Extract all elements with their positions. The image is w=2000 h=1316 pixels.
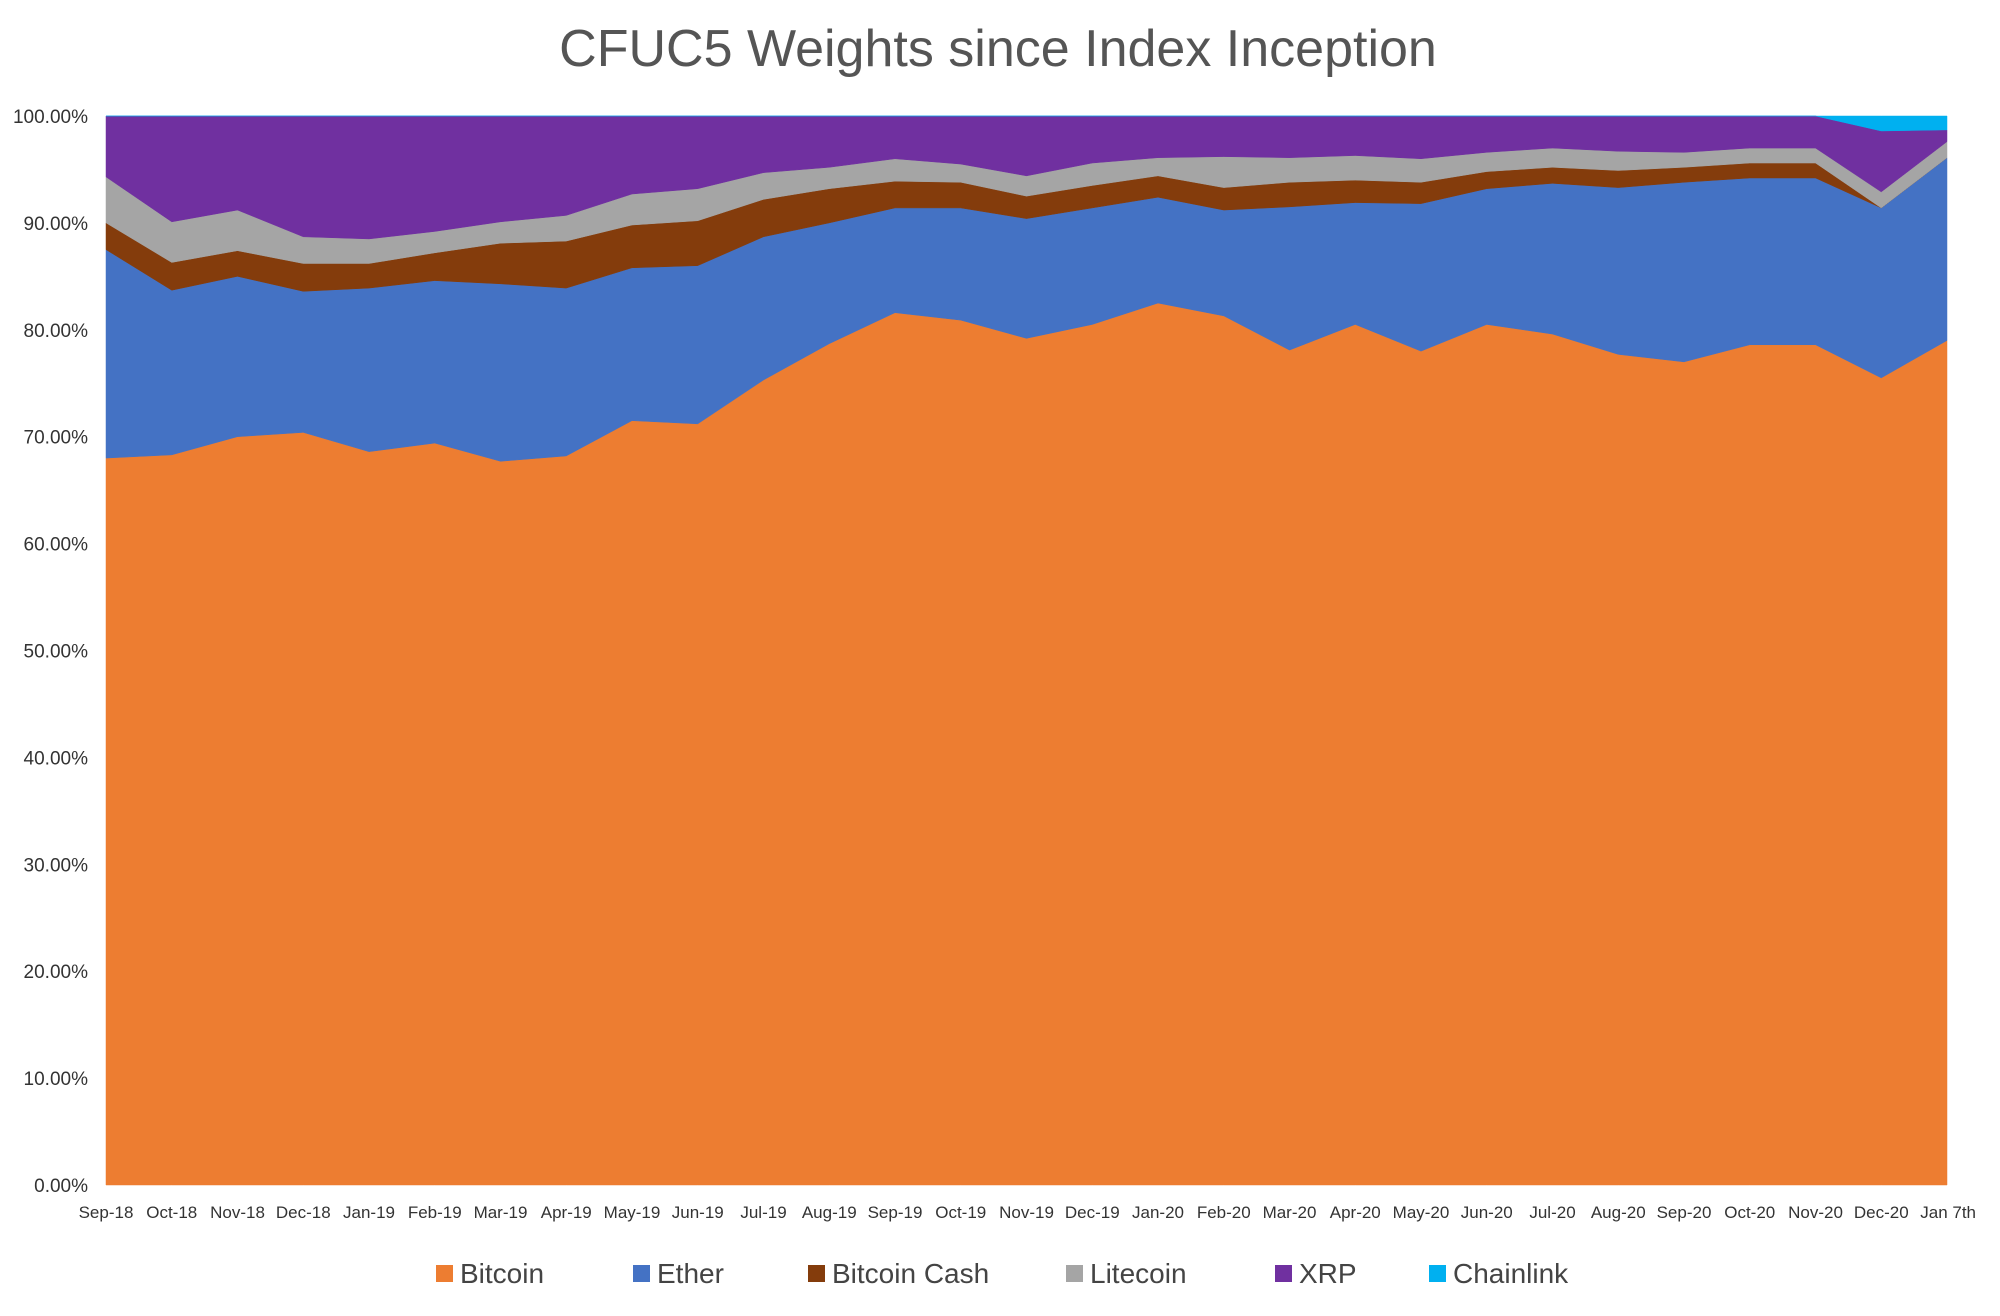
legend-label-ether: Ether [657, 1258, 724, 1289]
x-tick-label: Apr-19 [541, 1203, 592, 1222]
y-axis: 0.00% 10.00% 20.00% 30.00% 40.00% 50.00% 60.00… [13, 107, 88, 1197]
x-tick-label: Aug-20 [1591, 1203, 1646, 1222]
x-tick-label: Feb-20 [1197, 1203, 1251, 1222]
x-tick-label: Mar-20 [1263, 1203, 1317, 1222]
legend-swatch-litecoin [1066, 1265, 1083, 1282]
y-tick-label: 0.00% [34, 1176, 88, 1197]
x-tick-label: Nov-20 [1788, 1203, 1843, 1222]
x-tick-label: Sep-18 [79, 1203, 134, 1222]
x-tick-label: May-20 [1393, 1203, 1450, 1222]
x-tick-label: Mar-19 [474, 1203, 528, 1222]
x-tick-label: Dec-20 [1854, 1203, 1909, 1222]
legend-label-litecoin: Litecoin [1090, 1258, 1187, 1289]
legend-swatch-bitcoin-cash [808, 1265, 825, 1282]
legend-swatch-ether [633, 1265, 650, 1282]
x-tick-label: Nov-18 [210, 1203, 265, 1222]
x-tick-label: Sep-19 [868, 1203, 923, 1222]
y-tick-label: 70.00% [24, 428, 89, 449]
y-tick-label: 40.00% [24, 748, 89, 769]
y-tick-label: 20.00% [24, 962, 89, 983]
x-tick-label: Dec-18 [276, 1203, 331, 1222]
x-tick-label: Aug-19 [802, 1203, 857, 1222]
series-area-chainlink [106, 115, 1948, 132]
legend: Bitcoin Ether Bitcoin Cash Litecoin XRP Chain… [436, 1258, 1569, 1289]
x-tick-label: Jun-19 [672, 1203, 724, 1222]
y-tick-label: 60.00% [24, 535, 89, 556]
x-tick-label: Jan 7th [1920, 1203, 1976, 1222]
y-tick-label: 90.00% [24, 214, 89, 235]
y-tick-label: 50.00% [24, 642, 89, 663]
legend-label-bitcoin-cash: Bitcoin Cash [832, 1258, 989, 1289]
x-tick-label: Oct-19 [935, 1203, 986, 1222]
x-tick-label: Jun-20 [1461, 1203, 1513, 1222]
legend-label-chainlink: Chainlink [1453, 1258, 1569, 1289]
x-axis: Sep-18 Oct-18 Nov-18 Dec-18 Jan-19 Feb-19 Mar-… [79, 1203, 1976, 1222]
y-tick-label: 100.00% [13, 107, 88, 128]
y-tick-label: 10.00% [24, 1069, 89, 1090]
chart-title: CFUC5 Weights since Index Inception [559, 20, 1437, 78]
x-tick-label: Jul-19 [740, 1203, 786, 1222]
stacked-areas [105, 115, 1948, 1186]
y-tick-label: 30.00% [24, 855, 89, 876]
x-tick-label: Oct-20 [1724, 1203, 1775, 1222]
x-tick-label: Dec-19 [1065, 1203, 1120, 1222]
legend-swatch-chainlink [1429, 1265, 1446, 1282]
legend-label-bitcoin: Bitcoin [460, 1258, 544, 1289]
x-tick-label: Sep-20 [1657, 1203, 1712, 1222]
y-tick-label: 80.00% [24, 321, 89, 342]
legend-swatch-xrp [1275, 1265, 1292, 1282]
legend-swatch-bitcoin [436, 1265, 453, 1282]
x-tick-label: May-19 [604, 1203, 661, 1222]
x-tick-label: Jul-20 [1529, 1203, 1575, 1222]
x-tick-label: Feb-19 [408, 1203, 462, 1222]
x-tick-label: Nov-19 [999, 1203, 1054, 1222]
x-tick-label: Oct-18 [146, 1203, 197, 1222]
legend-label-xrp: XRP [1299, 1258, 1357, 1289]
x-tick-label: Apr-20 [1330, 1203, 1381, 1222]
x-tick-label: Jan-19 [343, 1203, 395, 1222]
x-tick-label: Jan-20 [1132, 1203, 1184, 1222]
